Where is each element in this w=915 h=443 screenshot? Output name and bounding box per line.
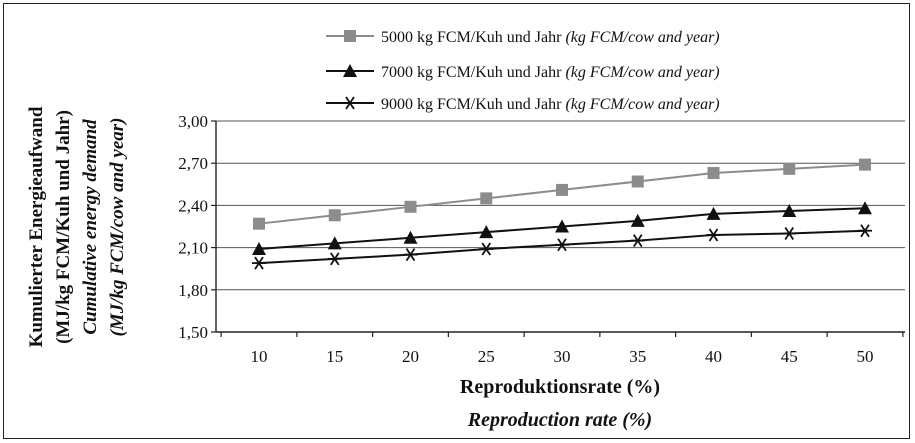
legend-item-9000: 9000 kg FCM/Kuh und Jahr (kg FCM/cow and… [326, 96, 720, 113]
series-line-2 [258, 229, 866, 265]
x-axis-title-en: Reproduction rate (%) [467, 409, 652, 431]
marker-asterisk-2-5 [630, 234, 645, 248]
y-tick-label-4: 2,70 [178, 154, 208, 173]
x-tick-label-6: 40 [705, 347, 722, 366]
y-axis-title-en-2: (MJ/kg FCM/cow and year) [107, 117, 128, 336]
legend-item-7000: 7000 kg FCM/Kuh und Jahr (kg FCM/cow and… [326, 64, 720, 81]
marker-square-0-2 [404, 200, 417, 213]
marker-square-0-4 [556, 183, 568, 196]
marker-asterisk-2-0 [252, 256, 266, 270]
legend-label-5000-en: (kg FCM/cow and year) [565, 29, 719, 46]
legend-asterisk-marker [343, 96, 357, 110]
y-axis-title-en-1: Cumulative energy demand [80, 119, 101, 335]
marker-asterisk-2-2 [403, 248, 418, 262]
y-axis-title-de-2: (MJ/kg FCM/Kuh und Jahr) [53, 110, 74, 344]
marker-square-0-5 [631, 175, 644, 188]
marker-square-0-6 [707, 167, 720, 180]
series-2 [252, 224, 872, 270]
marker-square-0-7 [783, 162, 796, 175]
y-tick-label-1: 1,80 [178, 281, 208, 300]
marker-asterisk-2-3 [479, 242, 494, 256]
marker-triangle-1-5 [630, 213, 645, 227]
axes [215, 121, 905, 333]
x-tick-label-8: 50 [857, 347, 874, 366]
marker-triangle-1-4 [555, 219, 569, 233]
legend-label-7000-en: (kg FCM/cow and year) [565, 64, 719, 81]
x-axis-title-de: Reproduktionsrate (%) [460, 376, 660, 398]
y-tick-label-0: 1,50 [178, 323, 208, 342]
marker-square-0-8 [859, 158, 871, 171]
x-tick-label-0: 10 [251, 347, 268, 366]
y-axis-title-de-1: Kumulierter Energieaufwand [26, 106, 47, 347]
legend: 5000 kg FCM/Kuh und Jahr (kg FCM/cow and… [326, 29, 720, 113]
x-tick-label-2: 20 [402, 347, 419, 366]
marker-square-0-3 [480, 192, 493, 205]
y-axis-ticks: 1,50 1,80 2,10 2,40 2,70 3,00 [178, 112, 216, 342]
marker-square-0-0 [253, 217, 265, 230]
y-tick-label-5: 3,00 [178, 112, 208, 131]
x-tick-label-5: 35 [629, 347, 646, 366]
legend-triangle-marker [343, 64, 357, 77]
legend-label-9000-en: (kg FCM/cow and year) [565, 96, 719, 113]
marker-triangle-1-6 [706, 206, 721, 220]
marker-triangle-1-0 [252, 242, 266, 256]
marker-asterisk-2-1 [327, 252, 342, 266]
legend-label-7000: 7000 kg FCM/Kuh und Jahr [381, 64, 562, 81]
x-tick-label-3: 25 [478, 347, 495, 366]
x-axis-ticks: 10 15 20 25 30 35 40 45 50 [220, 332, 904, 366]
marker-triangle-1-8 [858, 201, 872, 215]
marker-square-0-1 [328, 209, 341, 222]
marker-asterisk-2-8 [858, 224, 872, 238]
legend-square-marker [344, 30, 356, 42]
marker-triangle-1-3 [479, 225, 494, 239]
legend-label-5000: 5000 kg FCM/Kuh und Jahr [381, 29, 562, 46]
legend-item-5000: 5000 kg FCM/Kuh und Jahr (kg FCM/cow and… [326, 29, 720, 46]
x-tick-label-7: 45 [781, 347, 798, 366]
x-tick-label-1: 15 [326, 347, 343, 366]
svg-text:7000 kg FCM/Kuh und Jahr: 7000 kg FCM/Kuh und Jahr (kg FCM/cow and… [381, 64, 720, 81]
marker-asterisk-2-6 [706, 228, 721, 242]
svg-text:9000 kg FCM/Kuh und Jahr: 9000 kg FCM/Kuh und Jahr (kg FCM/cow and… [381, 96, 720, 113]
figure-frame [3, 3, 910, 439]
gridlines [216, 120, 905, 291]
marker-triangle-1-1 [327, 236, 342, 250]
x-tick-label-4: 30 [554, 347, 571, 366]
series-lines [252, 158, 872, 270]
legend-label-9000: 9000 kg FCM/Kuh und Jahr [381, 96, 562, 113]
series-1 [252, 201, 872, 256]
marker-asterisk-2-7 [782, 227, 797, 241]
marker-triangle-1-2 [403, 230, 418, 244]
y-tick-label-2: 2,10 [178, 239, 208, 258]
y-tick-label-3: 2,40 [178, 196, 208, 215]
svg-text:5000 kg FCM/Kuh und Jahr: 5000 kg FCM/Kuh und Jahr (kg FCM/cow and… [381, 29, 720, 46]
series-0 [253, 158, 871, 230]
marker-triangle-1-7 [782, 204, 797, 218]
marker-asterisk-2-4 [555, 238, 569, 252]
